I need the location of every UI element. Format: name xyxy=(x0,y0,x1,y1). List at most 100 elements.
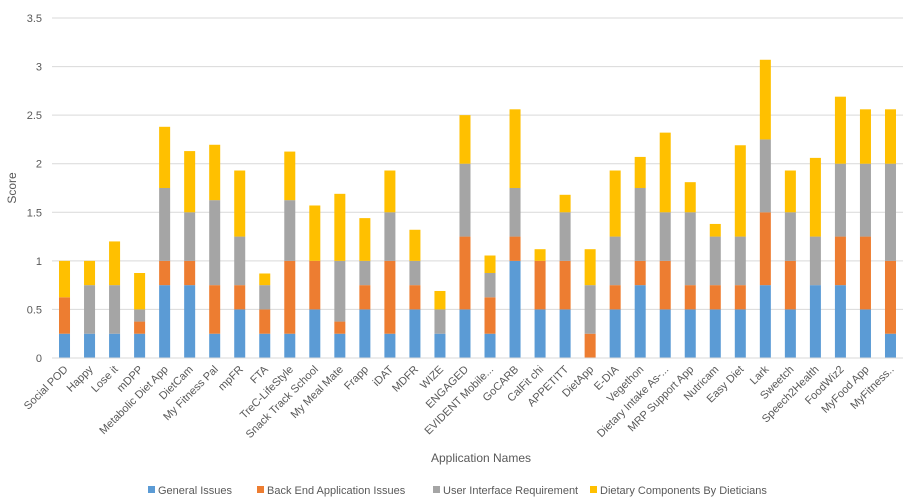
y-tick-label: 3.5 xyxy=(27,13,42,25)
bar-segment xyxy=(384,260,396,334)
bar-segment xyxy=(509,260,521,358)
bar-segment xyxy=(484,297,496,334)
bar-segment xyxy=(459,115,471,164)
bar-segment xyxy=(134,273,146,310)
bar-segment xyxy=(834,163,846,237)
bar-segment xyxy=(384,170,396,213)
bar-segment xyxy=(209,285,221,334)
bar-segment xyxy=(609,309,621,358)
bar-segment xyxy=(759,139,771,213)
bar-segment xyxy=(859,309,871,358)
bar-segment xyxy=(259,273,271,286)
bar-segment xyxy=(459,236,471,310)
y-tick-label: 1.5 xyxy=(27,207,42,219)
x-tick-label: MDFR xyxy=(390,364,421,395)
bar-segment xyxy=(884,333,896,358)
bar-segment xyxy=(534,260,546,310)
bar-segment xyxy=(184,212,196,261)
bar-segment xyxy=(59,260,71,298)
bar-segment xyxy=(59,297,71,334)
y-tick-label: 2.5 xyxy=(27,110,42,122)
bar-segment xyxy=(259,309,271,334)
bar-segment xyxy=(184,285,196,358)
bar-segment xyxy=(559,194,571,213)
bar-segment xyxy=(309,205,321,261)
bar-segment xyxy=(784,260,796,310)
bar-segment xyxy=(434,290,446,310)
bars xyxy=(59,59,896,358)
bar-segment xyxy=(359,218,371,261)
bar-segment xyxy=(859,163,871,237)
bar-segment xyxy=(859,236,871,310)
bar-segment xyxy=(684,212,696,286)
y-tick-label: 0.5 xyxy=(27,304,42,316)
bar-segment xyxy=(534,309,546,358)
bar-segment xyxy=(384,212,396,261)
bar-segment xyxy=(209,200,221,286)
bar-segment xyxy=(684,309,696,358)
x-tick-label: Frapp xyxy=(342,364,371,393)
bar-segment xyxy=(334,321,346,334)
bar-segment xyxy=(159,188,171,261)
legend-label: General Issues xyxy=(158,485,232,497)
bar-segment xyxy=(659,132,671,213)
legend-swatch xyxy=(257,486,264,493)
bar-segment xyxy=(109,285,121,334)
bar-segment xyxy=(609,236,621,286)
bar-segment xyxy=(334,333,346,358)
y-axis-title: Score xyxy=(5,172,19,204)
bar-segment xyxy=(709,285,721,310)
bar-segment xyxy=(409,285,421,310)
bar-segment xyxy=(834,96,846,164)
bar-segment xyxy=(834,236,846,286)
bar-segment xyxy=(559,309,571,358)
legend-label: Dietary Components By Dieticians xyxy=(600,485,767,497)
y-tick-label: 0 xyxy=(36,353,42,365)
bar-segment xyxy=(509,109,521,188)
bar-segment xyxy=(884,260,896,334)
bar-segment xyxy=(384,333,396,358)
bar-segment xyxy=(334,260,346,322)
bar-segment xyxy=(734,145,746,237)
bar-segment xyxy=(784,212,796,261)
bar-segment xyxy=(359,309,371,358)
bar-segment xyxy=(284,333,296,358)
bar-segment xyxy=(509,188,521,237)
bar-segment xyxy=(134,333,146,358)
bar-segment xyxy=(609,285,621,310)
bar-segment xyxy=(659,212,671,261)
bar-segment xyxy=(59,333,71,358)
bar-segment xyxy=(684,285,696,310)
bar-segment xyxy=(584,285,596,334)
legend-swatch xyxy=(590,486,597,493)
bar-segment xyxy=(884,109,896,164)
bar-segment xyxy=(209,144,221,201)
bar-segment xyxy=(759,212,771,286)
bar-segment xyxy=(459,163,471,237)
bar-segment xyxy=(759,285,771,358)
x-tick-label: Lose it xyxy=(89,364,120,395)
bar-segment xyxy=(309,260,321,310)
bar-segment xyxy=(484,333,496,358)
bar-segment xyxy=(784,170,796,213)
legend: General Issues Back End Application Issue… xyxy=(148,485,767,497)
y-tick-label: 3 xyxy=(36,62,42,74)
bar-segment xyxy=(284,200,296,261)
bar-segment xyxy=(859,109,871,164)
bar-segment xyxy=(609,170,621,237)
bar-segment xyxy=(109,333,121,358)
bar-segment xyxy=(709,223,721,237)
bar-segment xyxy=(784,309,796,358)
bar-segment xyxy=(134,321,146,334)
x-tick-label: mpFR xyxy=(216,364,246,394)
bar-segment xyxy=(309,309,321,358)
bar-segment xyxy=(684,182,696,213)
bar-segment xyxy=(634,260,646,286)
gridlines xyxy=(52,17,903,310)
bar-segment xyxy=(559,260,571,310)
bar-segment xyxy=(184,260,196,286)
bar-segment xyxy=(159,260,171,286)
bar-segment xyxy=(884,163,896,261)
